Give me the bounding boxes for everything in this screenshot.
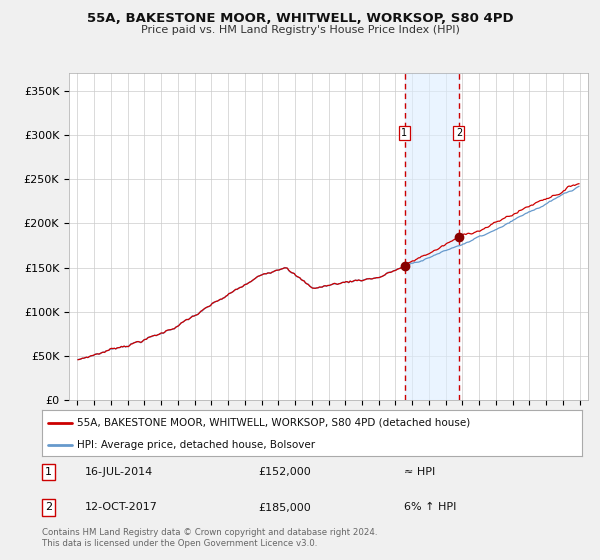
Text: 2: 2 <box>45 502 52 512</box>
Text: 1: 1 <box>401 128 407 138</box>
Text: 55A, BAKESTONE MOOR, WHITWELL, WORKSOP, S80 4PD (detached house): 55A, BAKESTONE MOOR, WHITWELL, WORKSOP, … <box>77 418 470 428</box>
Text: 1: 1 <box>45 467 52 477</box>
Text: 55A, BAKESTONE MOOR, WHITWELL, WORKSOP, S80 4PD: 55A, BAKESTONE MOOR, WHITWELL, WORKSOP, … <box>86 12 514 25</box>
Text: 12-OCT-2017: 12-OCT-2017 <box>85 502 158 512</box>
Text: £152,000: £152,000 <box>258 467 311 477</box>
Text: Contains HM Land Registry data © Crown copyright and database right 2024.
This d: Contains HM Land Registry data © Crown c… <box>42 528 377 548</box>
Bar <box>404 73 459 400</box>
Text: 6% ↑ HPI: 6% ↑ HPI <box>404 502 456 512</box>
Text: Price paid vs. HM Land Registry's House Price Index (HPI): Price paid vs. HM Land Registry's House … <box>140 25 460 35</box>
Text: ≈ HPI: ≈ HPI <box>404 467 435 477</box>
Text: £185,000: £185,000 <box>258 502 311 512</box>
Text: HPI: Average price, detached house, Bolsover: HPI: Average price, detached house, Bols… <box>77 440 315 450</box>
Text: 16-JUL-2014: 16-JUL-2014 <box>85 467 154 477</box>
Text: 2: 2 <box>456 128 462 138</box>
